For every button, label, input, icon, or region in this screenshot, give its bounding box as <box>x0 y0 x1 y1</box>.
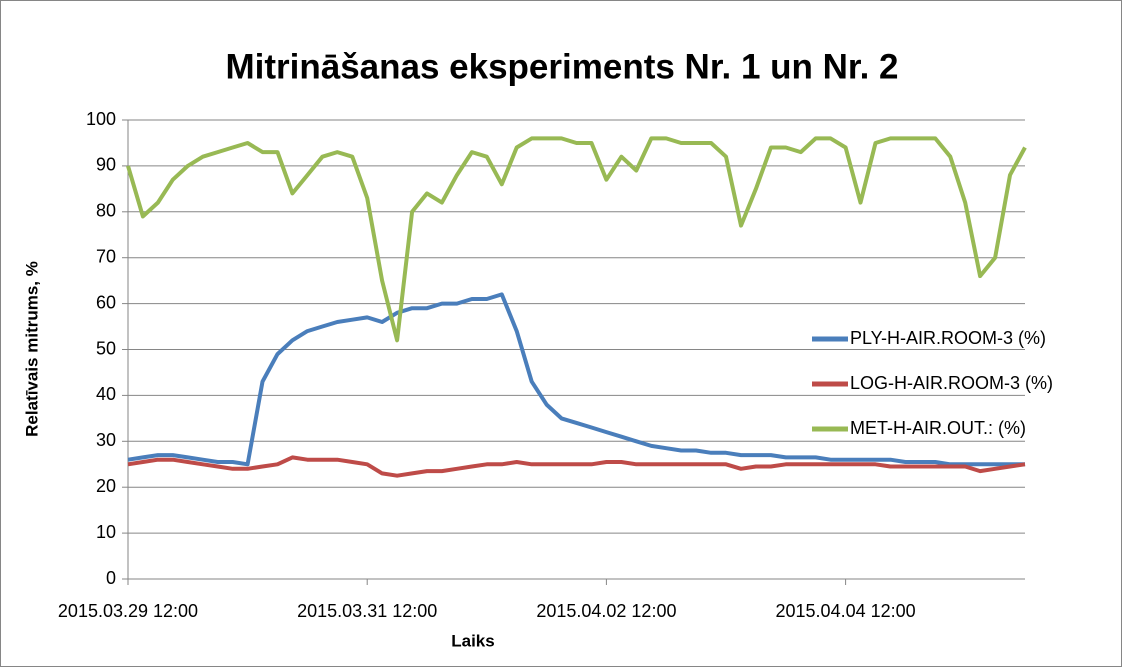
y-tick-label: 80 <box>96 201 116 221</box>
x-tick-label: 2015.03.29 12:00 <box>58 601 198 621</box>
y-tick-label: 30 <box>96 430 116 450</box>
legend-label: PLY-H-AIR.ROOM-3 (%) <box>850 328 1046 348</box>
series-line <box>126 136 1027 343</box>
x-tick-label: 2015.04.04 12:00 <box>776 601 916 621</box>
x-axis-label: Laiks <box>451 631 494 650</box>
y-tick-label: 10 <box>96 522 116 542</box>
series-line <box>127 455 1026 478</box>
series-line <box>127 292 1025 467</box>
chart-title: Mitrināšanas eksperiments Nr. 1 un Nr. 2 <box>225 47 898 86</box>
y-tick-label: 0 <box>106 568 116 588</box>
y-axis-label: Relatīvais mitrums, % <box>22 261 41 437</box>
legend-label: MET-H-AIR.OUT.: (%) <box>850 418 1026 438</box>
y-tick-label: 70 <box>96 246 116 266</box>
y-tick-label: 50 <box>96 338 116 358</box>
x-tick-label: 2015.04.02 12:00 <box>536 601 676 621</box>
x-tick-label: 2015.03.31 12:00 <box>297 601 437 621</box>
legend-label: LOG-H-AIR.ROOM-3 (%) <box>850 373 1053 393</box>
y-tick-label: 60 <box>96 292 116 312</box>
y-tick-label: 40 <box>96 384 116 404</box>
y-tick-label: 90 <box>96 155 116 175</box>
y-tick-label: 100 <box>86 109 116 129</box>
y-tick-label: 20 <box>96 476 116 496</box>
